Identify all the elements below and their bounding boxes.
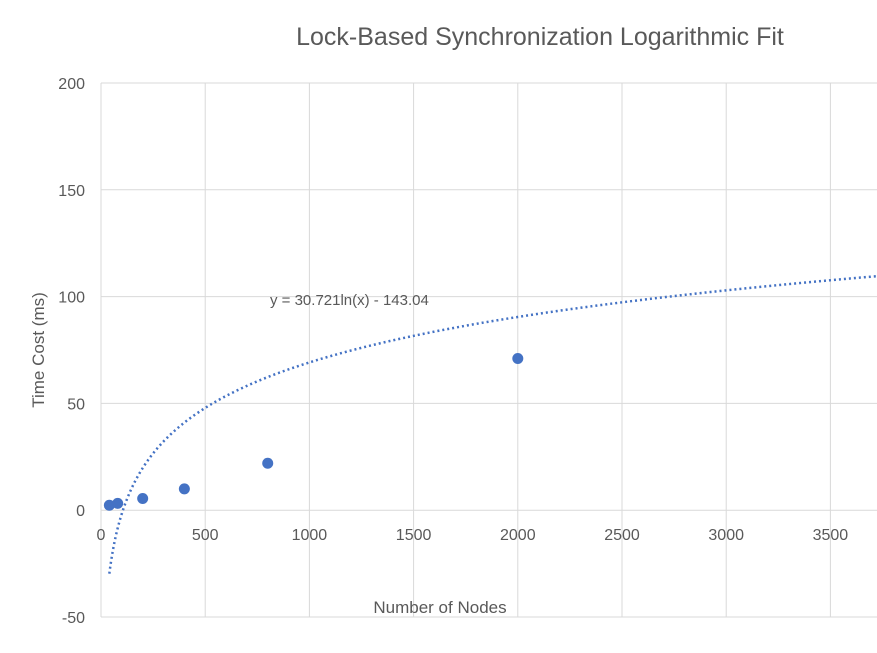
y-tick-label: -50 xyxy=(62,610,85,627)
x-tick-label: 2000 xyxy=(500,527,536,544)
y-tick-label: 100 xyxy=(58,290,85,307)
y-tick-label: 0 xyxy=(76,503,85,520)
trendline-equation: y = 30.721ln(x) - 143.04 xyxy=(270,292,429,309)
grid-lines xyxy=(100,82,877,618)
x-tick-label: 2500 xyxy=(604,527,640,544)
y-tick-label: 50 xyxy=(67,396,85,413)
data-point xyxy=(178,483,190,495)
x-tick-label: 500 xyxy=(192,527,219,544)
y-tick-label: 150 xyxy=(58,183,85,200)
data-point xyxy=(512,353,524,365)
data-point xyxy=(137,492,149,504)
x-tick-label: 1500 xyxy=(396,527,432,544)
trendline xyxy=(108,274,877,574)
data-point xyxy=(262,457,274,469)
x-tick-label: 3500 xyxy=(813,527,849,544)
data-point xyxy=(112,497,124,509)
x-tick-label: 1000 xyxy=(292,527,328,544)
x-axis-label: Number of Nodes xyxy=(373,598,506,617)
data-points xyxy=(103,353,524,511)
y-tick-labels: -50 0 50 100 150 200 xyxy=(58,76,85,627)
y-axis-label: Time Cost (ms) xyxy=(29,292,48,408)
trendline-path xyxy=(108,274,877,574)
x-tick-label: 3000 xyxy=(708,527,744,544)
x-tick-labels: 0 500 1000 1500 2000 2500 3000 3500 xyxy=(97,527,849,544)
chart-title: Lock-Based Synchronization Logarithmic F… xyxy=(296,23,784,51)
data-point xyxy=(103,499,115,511)
x-tick-label: 0 xyxy=(97,527,106,544)
y-tick-label: 200 xyxy=(58,76,85,93)
